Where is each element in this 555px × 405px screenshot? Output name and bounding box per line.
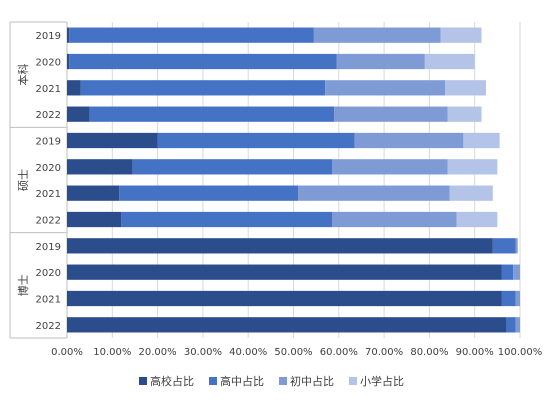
legend-swatch bbox=[279, 377, 287, 385]
x-tick-label: 50.00% bbox=[274, 347, 312, 358]
legend-label: 高校占比 bbox=[150, 374, 194, 388]
bar-segment bbox=[67, 211, 122, 228]
year-label: 2021 bbox=[36, 295, 61, 306]
bar-segment bbox=[67, 27, 70, 43]
bar-segment bbox=[67, 264, 502, 280]
x-tick-label: 90.00% bbox=[456, 347, 494, 358]
x-tick-label: 0.00% bbox=[51, 347, 83, 358]
bar-segment bbox=[67, 238, 493, 254]
bar-segment bbox=[67, 159, 133, 175]
bar-segment bbox=[506, 317, 516, 333]
bar-segment bbox=[492, 238, 516, 254]
bar-segment bbox=[89, 106, 335, 122]
bar-segment bbox=[515, 290, 520, 307]
x-tick-label: 100.00% bbox=[498, 347, 543, 358]
bar-segment bbox=[334, 106, 448, 122]
year-label: 2021 bbox=[36, 189, 61, 200]
year-label: 2019 bbox=[36, 31, 61, 42]
bar-segment bbox=[67, 317, 507, 333]
year-label: 2019 bbox=[36, 137, 61, 148]
year-label: 2020 bbox=[36, 268, 61, 279]
bar-segment bbox=[67, 185, 120, 201]
x-tick-label: 60.00% bbox=[320, 347, 358, 358]
x-tick-label: 10.00% bbox=[93, 347, 131, 358]
legend-label: 小学占比 bbox=[360, 374, 404, 388]
legend-swatch bbox=[139, 377, 147, 385]
year-label: 2020 bbox=[36, 163, 61, 174]
bar-segment bbox=[132, 159, 333, 175]
bar-segment bbox=[298, 185, 450, 201]
bar-segment bbox=[69, 27, 314, 43]
bar-segment bbox=[501, 290, 516, 307]
legend-label: 初中占比 bbox=[290, 374, 334, 388]
bar-segment bbox=[501, 264, 514, 280]
bar-segment bbox=[447, 159, 498, 175]
year-label: 2022 bbox=[36, 110, 61, 121]
bar-segment bbox=[447, 106, 482, 122]
bar-segment bbox=[513, 264, 520, 280]
year-label: 2021 bbox=[36, 84, 61, 95]
legend-label: 高中占比 bbox=[220, 374, 264, 388]
bar-segment bbox=[456, 211, 498, 228]
bar-segment bbox=[119, 185, 299, 201]
bar-segment bbox=[67, 106, 90, 122]
bar-segment bbox=[424, 53, 475, 70]
bar-segment bbox=[445, 80, 487, 96]
bar-segment bbox=[354, 132, 464, 149]
group-label: 博士 bbox=[17, 274, 30, 296]
year-label: 2019 bbox=[36, 242, 61, 253]
bar-segment bbox=[67, 290, 502, 307]
bar-segment bbox=[67, 132, 158, 149]
x-tick-label: 70.00% bbox=[365, 347, 403, 358]
legend-swatch bbox=[209, 377, 217, 385]
year-label: 2022 bbox=[36, 321, 61, 332]
x-tick-label: 20.00% bbox=[139, 347, 177, 358]
year-label: 2022 bbox=[36, 216, 61, 227]
group-label: 本科 bbox=[16, 64, 30, 86]
bar-segment bbox=[121, 211, 333, 228]
group-label: 硕士 bbox=[17, 169, 30, 191]
bar-segment bbox=[449, 185, 493, 201]
bar-segment bbox=[69, 53, 337, 70]
x-tick-label: 80.00% bbox=[410, 347, 448, 358]
bar-segment bbox=[313, 27, 441, 43]
x-tick-label: 40.00% bbox=[229, 347, 267, 358]
bar-segment bbox=[67, 53, 70, 70]
bar-segment bbox=[332, 159, 448, 175]
legend-swatch bbox=[349, 377, 357, 385]
bar-segment bbox=[336, 53, 425, 70]
bar-segment bbox=[515, 238, 518, 254]
bar-segment bbox=[325, 80, 446, 96]
bar-segment bbox=[463, 132, 500, 149]
year-label: 2020 bbox=[36, 58, 61, 69]
bar-segment bbox=[440, 27, 482, 43]
x-tick-label: 30.00% bbox=[184, 347, 222, 358]
bar-segment bbox=[515, 317, 520, 333]
bar-segment bbox=[80, 80, 326, 96]
bar-segment bbox=[157, 132, 355, 149]
bar-segment bbox=[332, 211, 457, 228]
bar-segment bbox=[67, 80, 81, 96]
